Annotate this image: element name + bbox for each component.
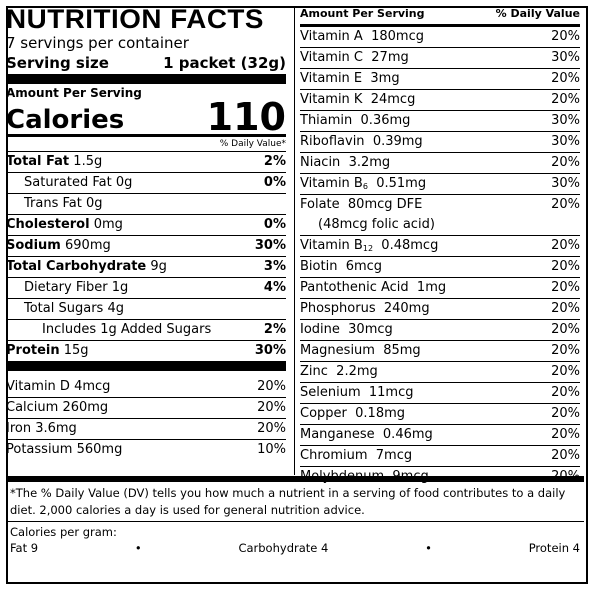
vitamin-row: Iodine 30mcg 20% xyxy=(300,319,580,340)
vitamin-row: Potassium 560mg 10% xyxy=(6,439,286,460)
cpg-protein: Protein 4 xyxy=(528,541,580,555)
nutrient-row-protein: Protein 15g 30% xyxy=(6,340,286,361)
bullet: • xyxy=(425,541,432,555)
vitamin-row: Riboflavin 0.39mg 30% xyxy=(300,131,580,152)
vitamin-row: Selenium 11mcg 20% xyxy=(300,382,580,403)
amount-per-serving: Amount Per Serving xyxy=(6,86,142,100)
vitamin-row: Phosphorus 240mg 20% xyxy=(300,298,580,319)
nutrient-row-saturated-fat: Saturated Fat 0g 0% xyxy=(6,172,286,193)
calories-value: 110 xyxy=(206,95,286,139)
vitamin-row: Niacin 3.2mg 20% xyxy=(300,152,580,173)
thick-divider-vitamins xyxy=(6,361,286,371)
vitamin-row: Chromium 7mcg 20% xyxy=(300,445,580,466)
nutrient-row-total-fat: Total Fat 1.5g 2% xyxy=(6,151,286,172)
calories-per-gram-label: Calories per gram: xyxy=(10,525,117,539)
cpg-fat: Fat 9 xyxy=(10,541,39,555)
footer-thick-divider xyxy=(6,476,584,482)
vitamin-row: Iron 3.6mg 20% xyxy=(6,418,286,439)
serving-size-label: Serving size xyxy=(6,54,109,72)
label-title: NUTRITION FACTS xyxy=(6,4,265,34)
vitamin-row: Vitamin K 24mcg 20% xyxy=(300,89,580,110)
vitamin-row: Vitamin B6 0.51mg 30% xyxy=(300,173,580,194)
thick-divider xyxy=(6,74,286,84)
vitamins-right-list: Vitamin A 180mcg 20% Vitamin C 27mg 30% Vita… xyxy=(300,27,580,487)
right-column: Amount Per Serving % Daily Value Vitamin… xyxy=(300,4,580,487)
daily-value-footnote: *The % Daily Value (DV) tells you how mu… xyxy=(10,486,566,517)
nutrient-row-trans-fat: Trans Fat 0g xyxy=(6,193,286,214)
nutrition-label-frame xyxy=(6,6,588,584)
right-header-dv: % Daily Value xyxy=(495,7,580,20)
left-column: NUTRITION FACTS 7 servings per container… xyxy=(6,4,286,460)
vitamin-row: Vitamin D 4mcg 20% xyxy=(6,379,286,394)
calories-per-gram-row: Fat 9 • Carbohydrate 4 • Protein 4 xyxy=(6,540,584,556)
nutrient-row-dietary-fiber: Dietary Fiber 1g 4% xyxy=(6,277,286,298)
vitamin-row: Copper 0.18mg 20% xyxy=(300,403,580,424)
vitamin-row: Magnesium 85mg 20% xyxy=(300,340,580,361)
nutrient-row-added-sugars: Includes 1g Added Sugars 2% xyxy=(6,319,286,340)
vitamin-row-continued: (48mcg folic acid) xyxy=(318,217,435,232)
vitamin-row: Vitamin E 3mg 20% xyxy=(300,68,580,89)
right-header: Amount Per Serving % Daily Value xyxy=(300,4,580,27)
vitamin-row: Thiamin 0.36mg 30% xyxy=(300,110,580,131)
vitamin-row: Calcium 260mg 20% xyxy=(6,397,286,418)
calories-row: Calories 110 xyxy=(6,95,286,139)
bullet: • xyxy=(134,541,142,555)
serving-size-value: 1 packet (32g) xyxy=(163,54,286,72)
vitamin-row: Zinc 2.2mg 20% xyxy=(300,361,580,382)
column-divider xyxy=(294,6,295,475)
vitamin-row: Vitamin C 27mg 30% xyxy=(300,47,580,68)
vitamin-row: Vitamin A 180mcg 20% xyxy=(300,29,580,44)
daily-value-header: % Daily Value* xyxy=(6,134,286,151)
vitamin-row: Biotin 6mcg 20% xyxy=(300,256,580,277)
vitamins-left-list: Vitamin D 4mcg 20% Calcium 260mg 20% Iron … xyxy=(6,377,286,460)
nutrient-row-total-sugars: Total Sugars 4g xyxy=(6,298,286,319)
vitamin-row: Folate 80mcg DFE 20% xyxy=(300,194,580,215)
footer-divider xyxy=(6,521,584,522)
calories-label: Calories xyxy=(6,105,125,135)
cpg-carb: Carbohydrate 4 xyxy=(238,541,329,555)
nutrient-row-sodium: Sodium 690mg 30% xyxy=(6,235,286,256)
right-header-amount: Amount Per Serving xyxy=(300,7,425,20)
vitamin-row: Pantothenic Acid 1mg 20% xyxy=(300,277,580,298)
vitamin-row: Manganese 0.46mg 20% xyxy=(300,424,580,445)
footer: *The % Daily Value (DV) tells you how mu… xyxy=(6,485,584,556)
vitamin-row: Vitamin B12 0.48mcg 20% xyxy=(300,235,580,256)
nutrient-row-total-carbohydrate: Total Carbohydrate 9g 3% xyxy=(6,256,286,277)
servings-per-container: 7 servings per container xyxy=(6,34,189,52)
nutrient-row-cholesterol: Cholesterol 0mg 0% xyxy=(6,214,286,235)
serving-size: Serving size 1 packet (32g) xyxy=(6,52,286,74)
